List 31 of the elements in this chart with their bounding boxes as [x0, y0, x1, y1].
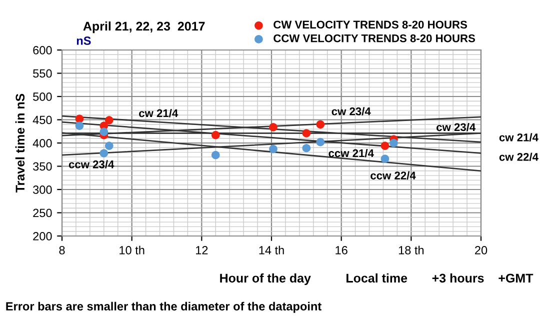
y-tick-label: 250	[33, 208, 52, 218]
y-tick-label: 400	[32, 139, 52, 148]
text: Error bars are smaller than the diameter of the datapoint	[6, 302, 322, 313]
x-axis-title: Hour of the day Local time +3 hours +GMT	[220, 273, 534, 286]
legend-label: CCW VELOCITY TRENDS 8-20 HOURS	[274, 34, 476, 42]
y-tick-label: 600	[33, 46, 52, 54]
annotation: cw 23/4	[332, 107, 371, 116]
x-tick-label: 18 th	[398, 246, 424, 254]
text: cw 21/4	[499, 133, 538, 142]
chart-title: April 21, 22, 23 2017	[83, 21, 205, 34]
x-tick-label: 10 th	[120, 246, 144, 254]
annotation: ccw 23/4	[68, 160, 114, 168]
annotation: cw 23/4	[436, 122, 476, 132]
x-tick-label: 12	[196, 246, 208, 254]
text: cw 22/4	[499, 152, 538, 161]
annotation: ccw 21/4	[328, 148, 374, 158]
x-tick-label: 14 th	[259, 246, 284, 254]
y-tick-label: 200	[33, 232, 52, 240]
y-tick-label: 350	[33, 162, 52, 171]
annotation: ccw 22/4	[370, 171, 416, 180]
y-tick-label: 450	[32, 116, 52, 124]
x-tick-label: 20	[475, 246, 488, 254]
y-tick-label: 300	[33, 186, 52, 194]
y-tick-label: 550	[33, 69, 52, 78]
y-axis-title: Travel time in nS	[15, 94, 25, 193]
x-tick-label: 8	[59, 246, 65, 254]
text: nS	[76, 36, 91, 45]
legend-label: CW VELOCITY TRENDS 8-20 HOURS	[274, 20, 467, 29]
x-tick-label: 16	[336, 246, 348, 254]
y-tick-label: 500	[33, 92, 52, 101]
annotation: cw 21/4	[139, 108, 178, 118]
